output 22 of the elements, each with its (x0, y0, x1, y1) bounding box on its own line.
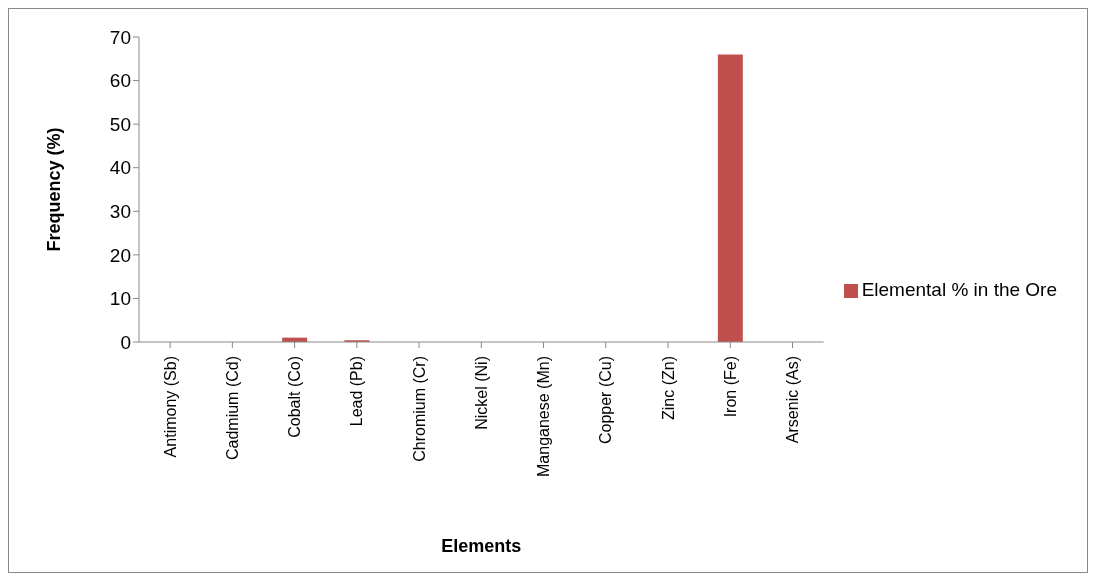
x-tick-label: Copper (Cu) (597, 356, 615, 445)
x-tick-label: Nickel (Ni) (472, 356, 490, 430)
y-tick-label: 70 (109, 26, 131, 48)
y-tick-label: 40 (109, 157, 131, 179)
x-tick-label: Cobalt (Co) (286, 356, 304, 438)
y-tick-label: 50 (109, 113, 131, 135)
y-tick-label: 10 (109, 288, 131, 310)
x-tick-label: Cadmium (Cd) (223, 356, 241, 461)
y-tick-label: 0 (120, 331, 131, 353)
x-tick-label: Lead (Pb) (348, 356, 366, 427)
y-tick-label: 60 (109, 70, 131, 92)
y-axis-title: Frequency (%) (44, 127, 65, 252)
x-tick-label: Iron (Fe) (721, 356, 739, 418)
y-tick-label: 30 (109, 201, 131, 223)
x-tick-label: Antimony (Sb) (161, 356, 179, 458)
x-axis-title: Elements (441, 536, 522, 556)
x-tick-label: Zinc (Zn) (659, 356, 677, 420)
x-tick-label: Manganese (Mn) (535, 356, 553, 477)
legend-label: Elemental % in the Ore (861, 279, 1057, 300)
x-tick-label: Arsenic (As) (784, 356, 802, 444)
y-tick-label: 20 (109, 244, 131, 266)
x-tick-label: Chromium (Cr) (410, 356, 428, 462)
